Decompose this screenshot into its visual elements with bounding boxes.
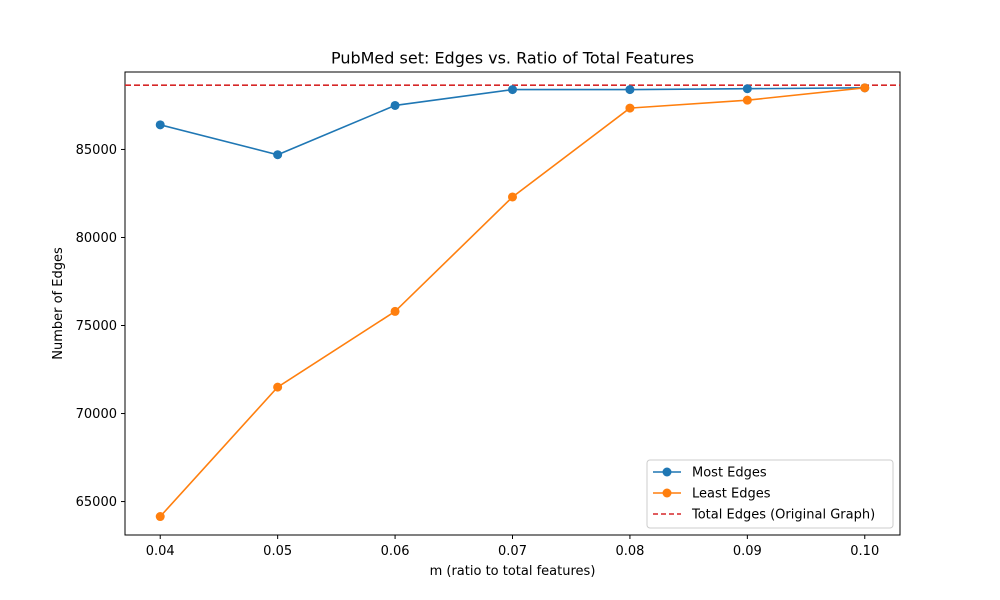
data-point (508, 192, 517, 202)
legend-label: Most Edges (692, 466, 767, 481)
data-point (508, 85, 517, 95)
y-tick-label: 75000 (76, 319, 117, 334)
x-tick-label: 0.05 (263, 544, 292, 559)
series-line-0 (160, 87, 865, 156)
legend-label: Total Edges (Original Graph) (691, 508, 875, 523)
y-tick-label: 70000 (76, 407, 117, 422)
y-tick-label: 85000 (76, 143, 117, 158)
x-tick-label: 0.08 (615, 544, 644, 559)
x-tick-label: 0.09 (733, 544, 762, 559)
data-point (390, 306, 400, 316)
plot-area: 0.04 0.05 0.06 0.07 0.08 0.09 0.10 65000 70000 75… (76, 71, 901, 559)
legend-swatch-marker (662, 467, 672, 477)
x-tick-label: 0.06 (381, 544, 410, 559)
data-point (273, 382, 283, 392)
x-tick-label: 0.07 (498, 544, 527, 559)
data-point (155, 120, 165, 130)
data-point (390, 100, 400, 110)
x-axis-label: m (ratio to total features) (430, 564, 596, 579)
data-point (155, 512, 165, 522)
x-tick-label: 0.10 (850, 544, 879, 559)
data-point (625, 85, 635, 95)
chart-title: PubMed set: Edges vs. Ratio of Total Fea… (331, 49, 694, 68)
y-tick-label: 80000 (76, 231, 117, 246)
y-axis-label: Number of Edges (51, 247, 66, 360)
legend-box (646, 459, 894, 529)
data-point (625, 103, 635, 113)
x-tick-label: 0.04 (146, 544, 175, 559)
y-tick-label: 65000 (76, 495, 117, 510)
data-point (742, 84, 752, 94)
legend-label: Least Edges (692, 487, 771, 502)
data-point (860, 83, 870, 93)
legend: Most Edges Least Edges Total Edges (Origin… (646, 459, 894, 529)
data-point (742, 95, 752, 105)
data-point (273, 150, 283, 160)
legend-swatch-marker (662, 488, 672, 498)
